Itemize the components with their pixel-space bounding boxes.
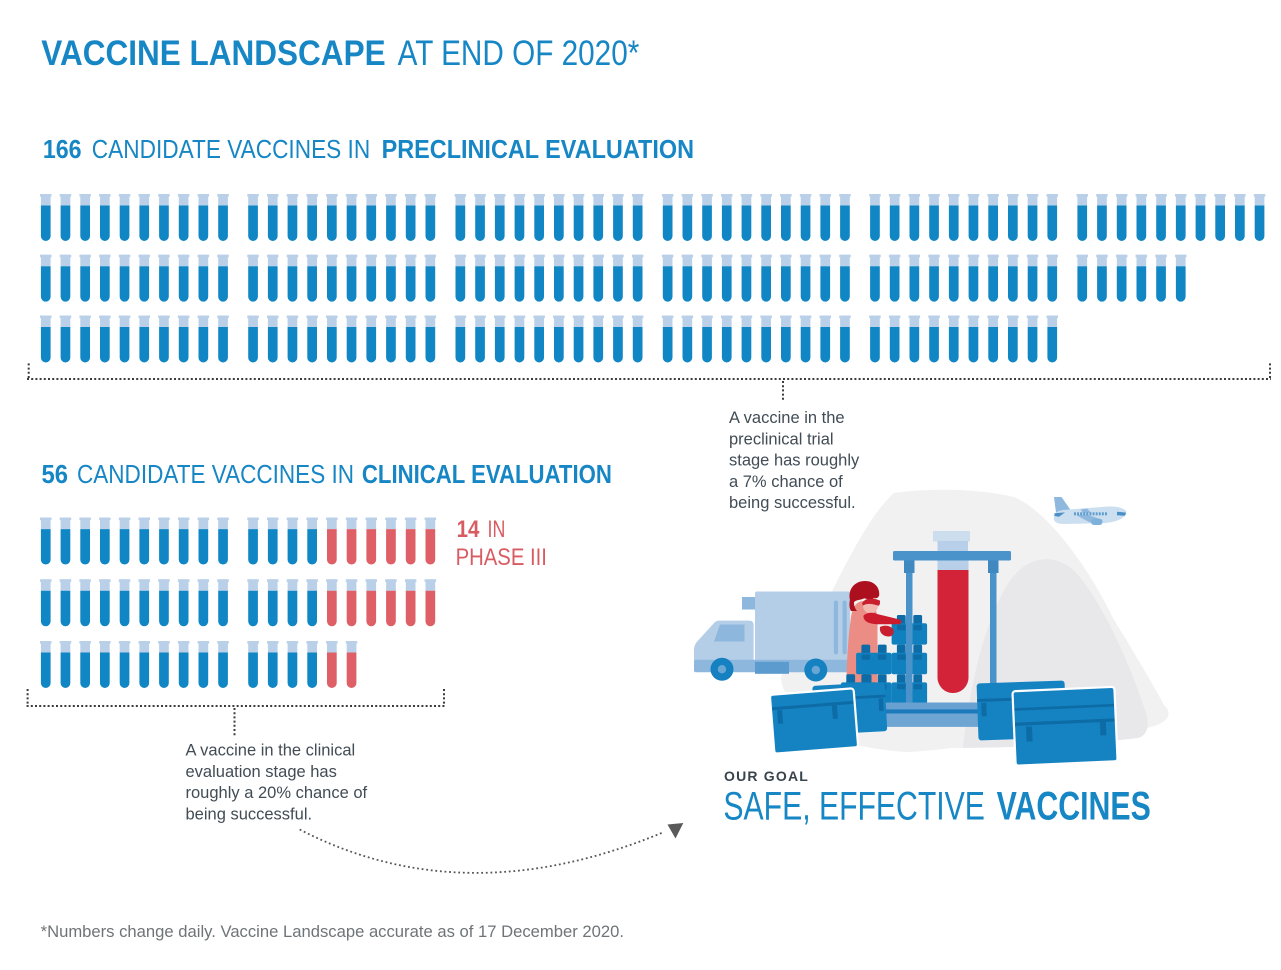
svg-text:A vaccine in the clinical: A vaccine in the clinical: [186, 742, 356, 760]
svg-text:VACCINES: VACCINES: [997, 785, 1151, 829]
svg-text:OUR GOAL: OUR GOAL: [724, 768, 809, 784]
svg-text:being successful.: being successful.: [186, 805, 313, 823]
svg-text:a 7% chance of: a 7% chance of: [729, 473, 843, 491]
svg-text:A vaccine in the: A vaccine in the: [729, 409, 845, 427]
svg-text:preclinical trial: preclinical trial: [729, 430, 834, 448]
svg-text:roughly a 20% chance of: roughly a 20% chance of: [186, 784, 368, 802]
svg-text:*Numbers change daily. Vaccine: *Numbers change daily. Vaccine Landscape…: [41, 922, 624, 941]
svg-text:166: 166: [43, 134, 82, 164]
svg-text:PRECLINICAL EVALUATION: PRECLINICAL EVALUATION: [382, 134, 694, 164]
svg-text:CLINICAL EVALUATION: CLINICAL EVALUATION: [362, 459, 612, 489]
svg-text:AT END OF 2020*: AT END OF 2020*: [398, 34, 640, 73]
svg-text:stage has roughly: stage has roughly: [729, 452, 860, 470]
svg-text:SAFE, EFFECTIVE: SAFE, EFFECTIVE: [723, 785, 985, 829]
svg-text:14: 14: [457, 516, 480, 543]
svg-text:CANDIDATE VACCINES IN: CANDIDATE VACCINES IN: [77, 459, 354, 489]
svg-text:CANDIDATE VACCINES IN: CANDIDATE VACCINES IN: [92, 134, 370, 164]
svg-text:VACCINE LANDSCAPE: VACCINE LANDSCAPE: [41, 34, 385, 73]
svg-text:56: 56: [42, 459, 69, 489]
svg-text:IN: IN: [488, 516, 506, 543]
svg-text:PHASE III: PHASE III: [456, 544, 547, 571]
svg-text:evaluation stage has: evaluation stage has: [186, 763, 337, 781]
svg-text:being successful.: being successful.: [729, 494, 856, 512]
